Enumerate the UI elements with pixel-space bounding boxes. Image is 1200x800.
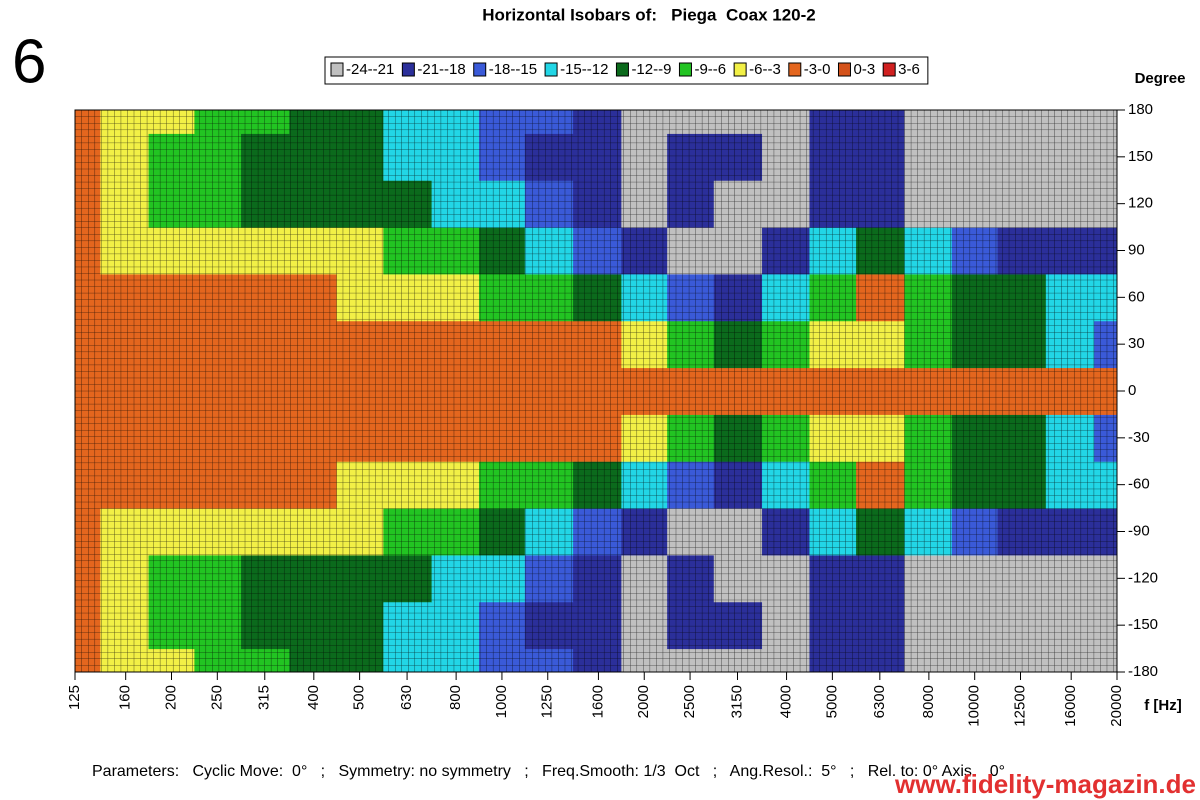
- x-tick-label: 6300: [871, 685, 888, 718]
- x-tick-label: 160: [117, 685, 134, 710]
- x-tick-label: 1600: [589, 685, 606, 718]
- y-tick-label: 120: [1128, 195, 1153, 212]
- legend-label: -12--9: [631, 61, 671, 78]
- y-tick-label: -90: [1128, 522, 1150, 539]
- x-tick-label: 250: [208, 685, 225, 710]
- watermark: www.fidelity-magazin.de: [894, 769, 1196, 799]
- legend-swatch: [882, 62, 896, 77]
- legend-swatch: [678, 62, 692, 77]
- legend-label: 0-3: [853, 61, 875, 78]
- x-tick-label: 8000: [920, 685, 937, 718]
- legend-swatch: [544, 62, 558, 77]
- x-tick-label: 125: [66, 685, 83, 710]
- y-tick-label: -60: [1128, 476, 1150, 493]
- y-tick-label: 90: [1128, 241, 1145, 258]
- legend-label: -6--3: [749, 61, 781, 78]
- y-tick-label: 30: [1128, 335, 1145, 352]
- legend-swatch: [615, 62, 629, 77]
- legend-swatch: [837, 62, 851, 77]
- legend-label: 3-6: [898, 61, 920, 78]
- legend-label: -9--6: [694, 61, 726, 78]
- legend-label: -24--21: [346, 61, 394, 78]
- x-tick-label: 16000: [1062, 685, 1079, 727]
- x-tick-label: 12500: [1011, 685, 1028, 727]
- x-tick-label: 630: [398, 685, 415, 710]
- legend: -24--21 -21--18 -18--15 -15--12 -12--9 -9--6 -…: [324, 56, 929, 85]
- x-tick-label: 4000: [778, 685, 795, 718]
- legend-swatch: [788, 62, 802, 77]
- y-tick-label: 150: [1128, 148, 1153, 165]
- x-tick-label: 10000: [966, 685, 983, 727]
- legend-swatch: [473, 62, 487, 77]
- chart-title: Horizontal Isobars of: Piega Coax 120-2: [482, 5, 815, 24]
- y-tick-label: -30: [1128, 429, 1150, 446]
- x-tick-label: 1000: [493, 685, 510, 718]
- grid-pattern: [75, 110, 1117, 672]
- y-tick-label: -120: [1128, 569, 1158, 586]
- legend-label: -21--18: [417, 61, 465, 78]
- y-tick-label: -180: [1128, 663, 1158, 680]
- y-tick-label: 0: [1128, 382, 1136, 399]
- legend-swatch: [401, 62, 415, 77]
- y-tick-label: -150: [1128, 616, 1158, 633]
- x-axis-label: f [Hz]: [1144, 697, 1182, 714]
- legend-label: -18--15: [489, 61, 537, 78]
- x-tick-label: 2000: [635, 685, 652, 718]
- x-tick-label: 500: [351, 685, 368, 710]
- plot-grid: -180 -150 -120 -90 -60 -30 0 30 60 90 120 150 180 125…: [66, 101, 1158, 727]
- y-tick-label: 180: [1128, 101, 1153, 118]
- x-tick-label: 3150: [728, 685, 745, 718]
- x-tick-label: 2500: [681, 685, 698, 718]
- legend-label: -3-0: [804, 61, 831, 78]
- x-tick-label: 1250: [539, 685, 556, 718]
- legend-swatch: [733, 62, 747, 77]
- x-tick-label: 5000: [823, 685, 840, 718]
- x-tick-label: 200: [162, 685, 179, 710]
- legend-swatch: [330, 62, 344, 77]
- footer: Parameters: Cyclic Move: 0° ; Symmetry: …: [92, 763, 1005, 780]
- x-tick-label: 800: [447, 685, 464, 710]
- y-axis-label: Degree: [1135, 70, 1186, 87]
- x-tick-label: 315: [256, 685, 273, 710]
- y-tick-label: 60: [1128, 288, 1145, 305]
- legend-label: -15--12: [560, 61, 608, 78]
- corner-label: 6: [12, 27, 46, 96]
- x-tick-label: 400: [305, 685, 322, 710]
- x-tick-label: 20000: [1108, 685, 1125, 727]
